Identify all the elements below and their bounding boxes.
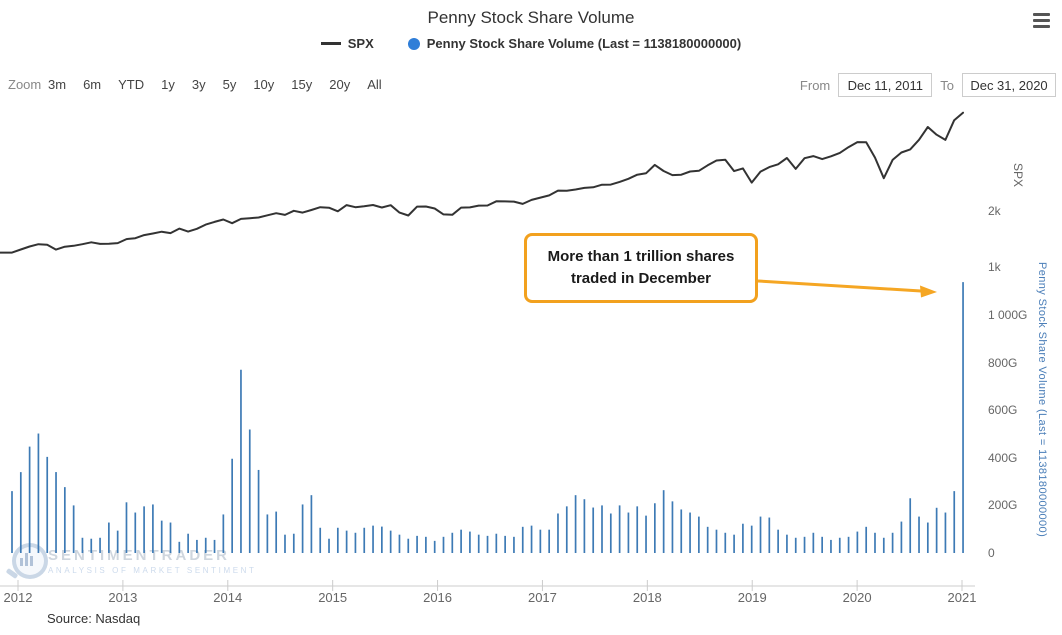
x-tick-2017: 2017 bbox=[527, 590, 557, 605]
x-tick-2015: 2015 bbox=[318, 590, 348, 605]
context-menu-icon[interactable] bbox=[1033, 13, 1050, 31]
volume-tick-400G: 400G bbox=[988, 450, 1018, 465]
annotation-line2: traded in December bbox=[570, 270, 712, 287]
legend-item-spx[interactable]: SPX bbox=[320, 36, 374, 51]
x-tick-2016: 2016 bbox=[423, 590, 453, 605]
page-title: Penny Stock Share Volume bbox=[427, 8, 635, 27]
from-date-input[interactable]: Dec 11, 2011 bbox=[838, 73, 933, 97]
legend-spx-label: SPX bbox=[347, 36, 374, 51]
x-tick-2021: 2021 bbox=[947, 590, 977, 605]
from-label: From bbox=[799, 77, 831, 93]
annotation-callout: More than 1 trillion shares traded in De… bbox=[524, 233, 758, 303]
spx-line-swatch bbox=[320, 42, 341, 45]
legend-item-volume[interactable]: Penny Stock Share Volume (Last = 1138180… bbox=[407, 36, 742, 51]
spx-axis-title: SPX bbox=[1011, 163, 1025, 188]
volume-tick-1 000G: 1 000G bbox=[988, 308, 1028, 322]
x-tick-2013: 2013 bbox=[108, 590, 138, 605]
watermark-tagline: ANALYSIS OF MARKET SENTIMENT bbox=[48, 566, 257, 575]
date-range: From Dec 11, 2011 To Dec 31, 2020 bbox=[800, 73, 1056, 97]
x-tick-2012: 2012 bbox=[3, 590, 33, 605]
volume-tick-0: 0 bbox=[988, 546, 995, 560]
zoom-range-3y[interactable]: 3y bbox=[191, 77, 206, 92]
zoom-range-15y[interactable]: 15y bbox=[291, 77, 313, 92]
spx-tick-2k: 2k bbox=[988, 204, 1001, 218]
x-tick-2018: 2018 bbox=[632, 590, 662, 605]
zoom-range-3m[interactable]: 3m bbox=[48, 77, 67, 92]
volume-axis-title: Penny Stock Share Volume (Last = 1138180… bbox=[1036, 262, 1048, 538]
annotation-line1: More than 1 trillion shares bbox=[547, 248, 735, 266]
chart-plot-area[interactable] bbox=[0, 95, 1062, 595]
x-tick-2020: 2020 bbox=[842, 590, 872, 605]
volume-tick-800G: 800G bbox=[988, 355, 1018, 370]
zoom-range-1y[interactable]: 1y bbox=[161, 77, 175, 92]
source-note: Source: Nasdaq bbox=[47, 611, 141, 626]
x-tick-2014: 2014 bbox=[213, 590, 243, 605]
volume-tick-600G: 600G bbox=[988, 403, 1018, 418]
zoom-range-20y[interactable]: 20y bbox=[329, 77, 351, 92]
zoom-range-6m[interactable]: 6m bbox=[83, 77, 102, 92]
zoom-range-buttons: 3m 6m YTD 1y 3y 5y 10y 15y 20y All bbox=[48, 77, 382, 92]
to-label: To bbox=[940, 77, 954, 93]
legend: SPX Penny Stock Share Volume (Last = 113… bbox=[0, 36, 1062, 51]
zoom-range-ytd[interactable]: YTD bbox=[118, 77, 145, 92]
volume-dot-swatch bbox=[407, 37, 420, 50]
zoom-range-all[interactable]: All bbox=[367, 77, 382, 92]
spx-tick-1k: 1k bbox=[988, 260, 1001, 274]
zoom-range-10y[interactable]: 10y bbox=[253, 77, 275, 92]
legend-volume-label: Penny Stock Share Volume (Last = 1138180… bbox=[426, 36, 742, 51]
volume-tick-200G: 200G bbox=[988, 498, 1018, 513]
to-date-input[interactable]: Dec 31, 2020 bbox=[962, 73, 1056, 97]
zoom-range-5y[interactable]: 5y bbox=[222, 77, 237, 92]
x-tick-2019: 2019 bbox=[737, 590, 767, 605]
watermark-name: SENTIMENTRADER bbox=[48, 547, 231, 564]
toolbar: Zoom 3m 6m YTD 1y 3y 5y 10y 15y 20y All From Dec … bbox=[0, 73, 1062, 99]
zoom-label: Zoom bbox=[8, 77, 42, 92]
